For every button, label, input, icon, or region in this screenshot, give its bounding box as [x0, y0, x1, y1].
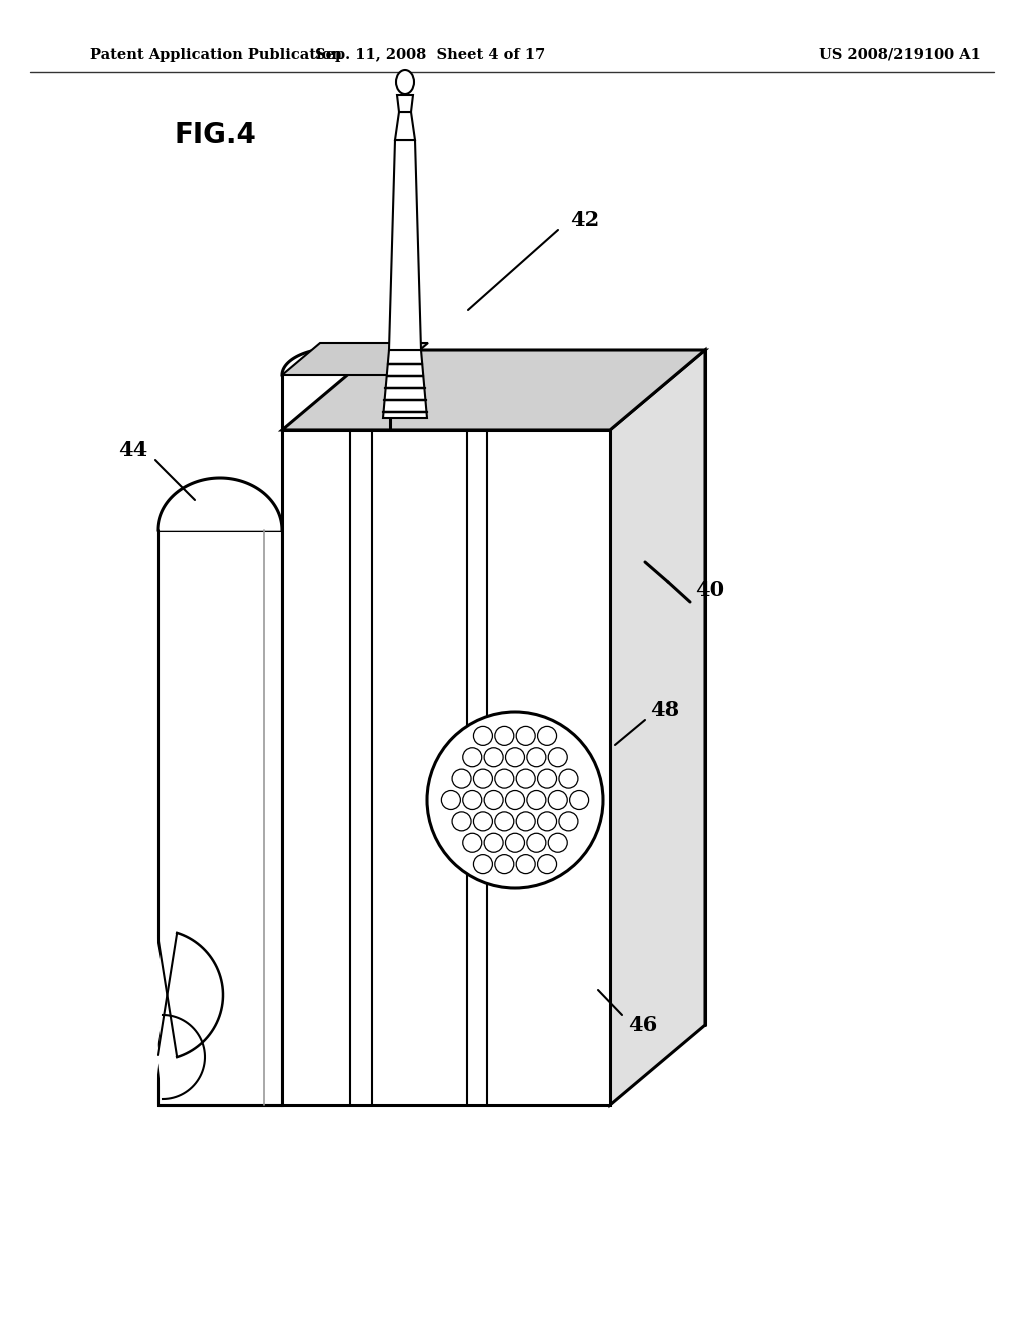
Circle shape	[569, 791, 589, 809]
Circle shape	[452, 770, 471, 788]
Polygon shape	[153, 925, 223, 1065]
Circle shape	[495, 812, 514, 830]
Polygon shape	[282, 348, 390, 375]
Text: Sep. 11, 2008  Sheet 4 of 17: Sep. 11, 2008 Sheet 4 of 17	[314, 48, 545, 62]
Circle shape	[427, 711, 603, 888]
Text: FIG.4: FIG.4	[174, 121, 256, 149]
Circle shape	[538, 854, 557, 874]
Polygon shape	[158, 478, 282, 531]
Polygon shape	[383, 350, 427, 418]
Text: Patent Application Publication: Patent Application Publication	[90, 48, 342, 62]
Circle shape	[548, 833, 567, 853]
Text: US 2008/219100 A1: US 2008/219100 A1	[819, 48, 981, 62]
Text: 46: 46	[628, 1015, 657, 1035]
Circle shape	[506, 791, 524, 809]
Circle shape	[463, 833, 481, 853]
Polygon shape	[282, 343, 428, 375]
Circle shape	[516, 854, 536, 874]
Circle shape	[473, 726, 493, 746]
Circle shape	[506, 833, 524, 853]
Circle shape	[495, 770, 514, 788]
Circle shape	[538, 812, 557, 830]
Circle shape	[516, 726, 536, 746]
Circle shape	[538, 770, 557, 788]
Circle shape	[473, 812, 493, 830]
Polygon shape	[282, 430, 610, 1105]
Polygon shape	[389, 140, 421, 350]
Text: 44: 44	[118, 440, 147, 459]
Circle shape	[463, 791, 481, 809]
Circle shape	[484, 791, 503, 809]
Circle shape	[516, 812, 536, 830]
Circle shape	[463, 747, 481, 767]
Circle shape	[484, 833, 503, 853]
Circle shape	[495, 726, 514, 746]
Text: 40: 40	[695, 579, 724, 601]
Circle shape	[495, 854, 514, 874]
Text: 42: 42	[570, 210, 599, 230]
Circle shape	[559, 770, 578, 788]
Circle shape	[559, 812, 578, 830]
Circle shape	[548, 747, 567, 767]
Polygon shape	[158, 531, 282, 1105]
Polygon shape	[395, 112, 415, 140]
Circle shape	[516, 770, 536, 788]
Polygon shape	[397, 95, 413, 112]
Circle shape	[484, 747, 503, 767]
Polygon shape	[282, 350, 705, 430]
Circle shape	[452, 812, 471, 830]
Circle shape	[441, 791, 461, 809]
Polygon shape	[610, 350, 705, 1105]
Text: 48: 48	[650, 700, 679, 719]
Circle shape	[506, 747, 524, 767]
Circle shape	[473, 770, 493, 788]
Circle shape	[527, 747, 546, 767]
Ellipse shape	[396, 70, 414, 94]
Circle shape	[538, 726, 557, 746]
Circle shape	[548, 791, 567, 809]
Circle shape	[527, 791, 546, 809]
Circle shape	[473, 854, 493, 874]
Polygon shape	[153, 1010, 205, 1104]
Circle shape	[527, 833, 546, 853]
